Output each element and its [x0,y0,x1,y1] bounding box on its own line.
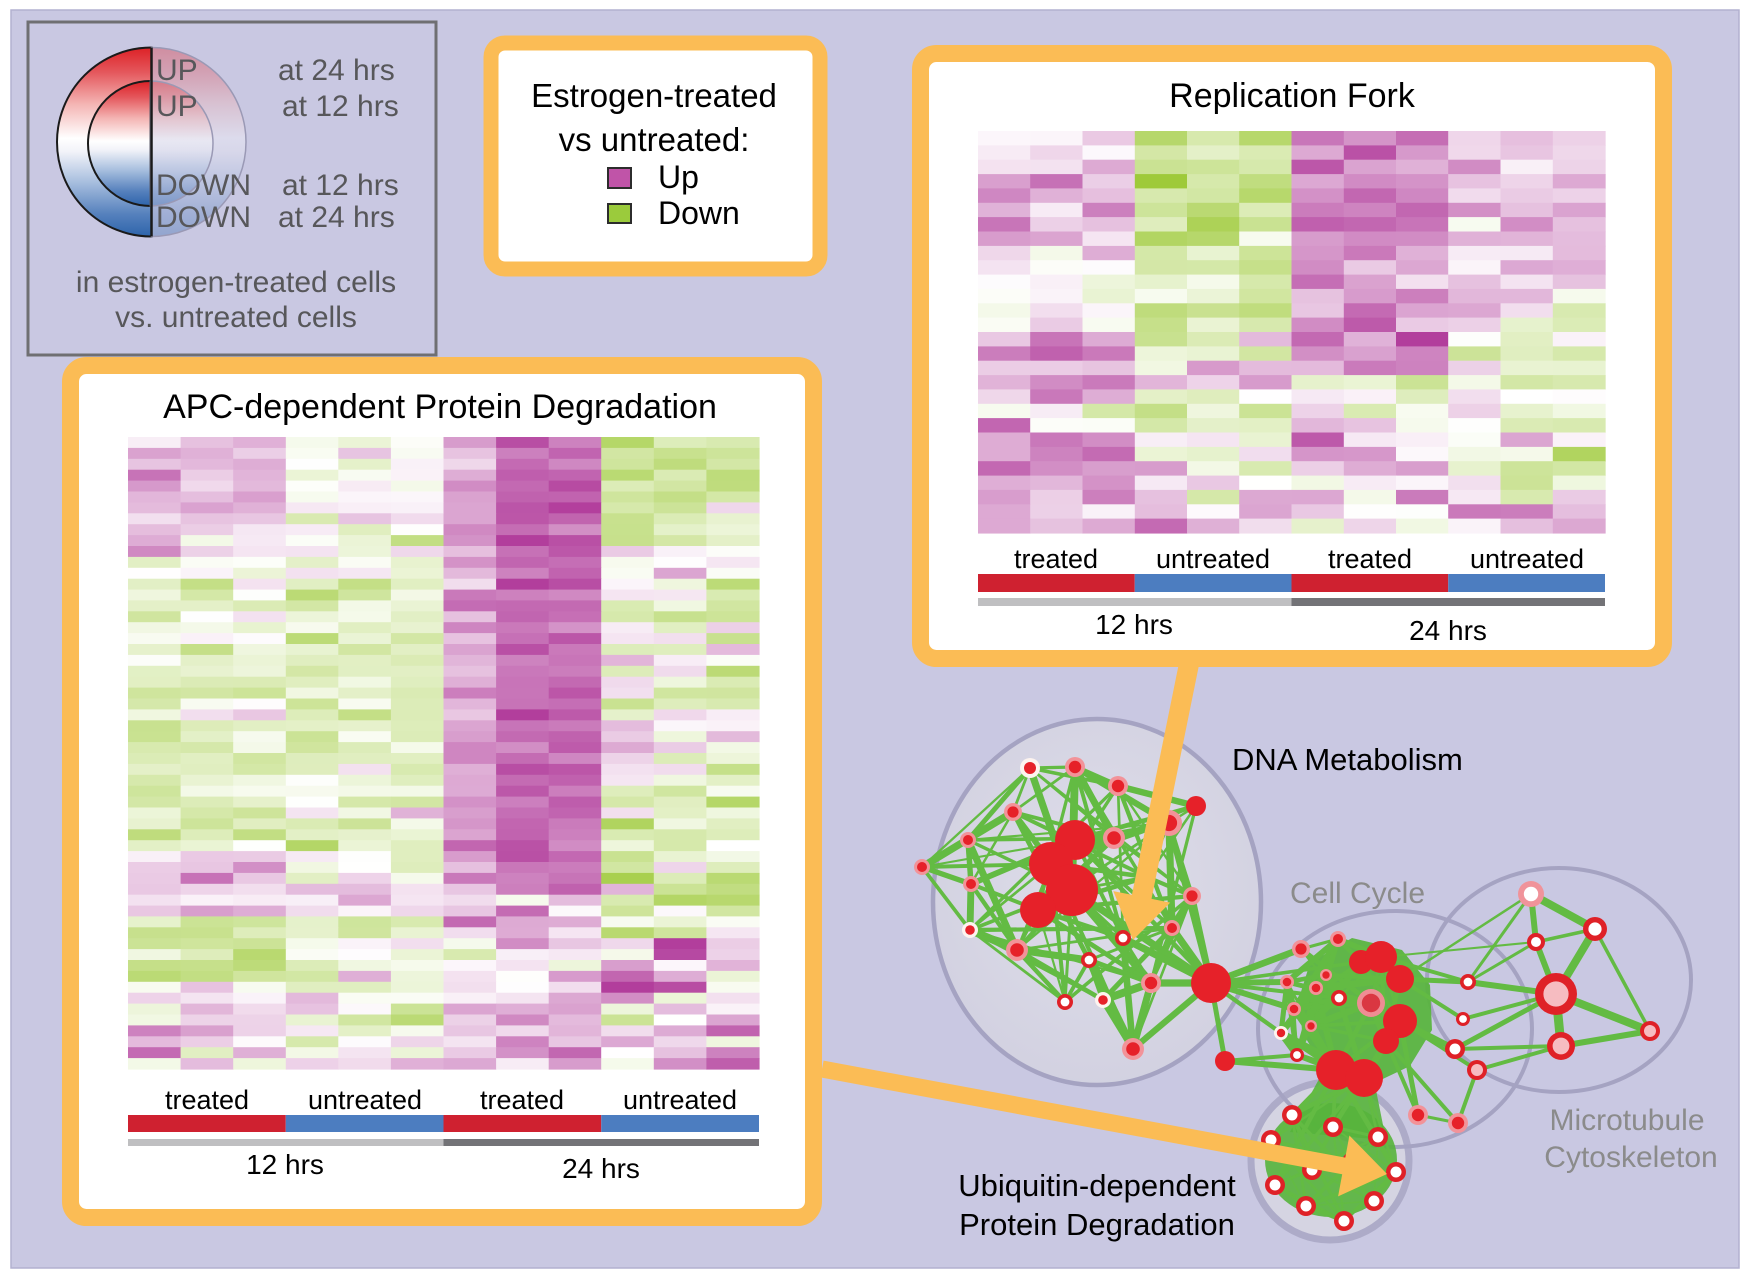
svg-text:treated: treated [165,1085,249,1115]
svg-text:Microtubule: Microtubule [1549,1104,1704,1137]
svg-text:untreated: untreated [308,1085,422,1115]
svg-text:DOWN: DOWN [156,169,251,202]
svg-text:Estrogen-treated: Estrogen-treated [531,77,777,114]
svg-text:at 24 hrs: at 24 hrs [278,54,395,87]
svg-text:12 hrs: 12 hrs [246,1149,324,1180]
svg-text:12 hrs: 12 hrs [1095,609,1173,640]
svg-text:Cytoskeleton: Cytoskeleton [1544,1141,1717,1174]
svg-text:vs untreated:: vs untreated: [559,121,750,158]
svg-text:UP: UP [156,54,198,87]
svg-text:vs. untreated cells: vs. untreated cells [115,301,357,334]
svg-text:at 12 hrs: at 12 hrs [282,90,399,123]
svg-text:treated: treated [1014,544,1098,574]
svg-text:Cell Cycle: Cell Cycle [1290,877,1425,910]
svg-text:at 12 hrs: at 12 hrs [282,169,399,202]
svg-text:at 24 hrs: at 24 hrs [278,201,395,234]
svg-text:Protein Degradation: Protein Degradation [959,1207,1235,1242]
svg-text:Ubiquitin-dependent: Ubiquitin-dependent [958,1168,1236,1203]
svg-text:untreated: untreated [623,1085,737,1115]
svg-text:untreated: untreated [1156,544,1270,574]
svg-text:UP: UP [156,90,198,123]
svg-text:DNA Metabolism: DNA Metabolism [1232,742,1463,777]
svg-text:Down: Down [658,195,740,231]
svg-text:DOWN: DOWN [156,201,251,234]
svg-text:untreated: untreated [1470,544,1584,574]
svg-text:treated: treated [1328,544,1412,574]
svg-text:treated: treated [480,1085,564,1115]
svg-text:24 hrs: 24 hrs [1409,615,1487,646]
svg-text:24 hrs: 24 hrs [562,1153,640,1184]
svg-text:Up: Up [658,159,699,195]
svg-text:APC-dependent Protein Degradat: APC-dependent Protein Degradation [163,388,717,426]
svg-text:in estrogen-treated cells: in estrogen-treated cells [76,266,396,299]
svg-text:Replication Fork: Replication Fork [1169,77,1416,115]
